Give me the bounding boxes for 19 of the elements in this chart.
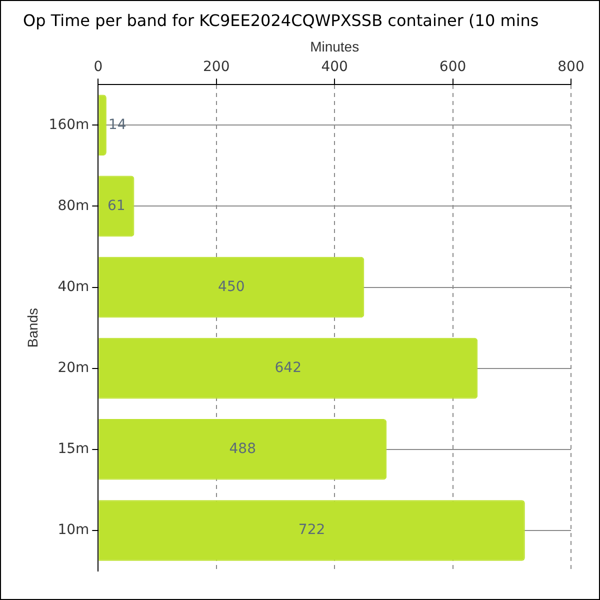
y-tick-label: 20m bbox=[58, 360, 90, 376]
chart-title: Op Time per band for KC9EE2024CQWPXSSB container (10 mins bbox=[23, 11, 539, 30]
y-tick-label: 80m bbox=[58, 198, 90, 214]
y-tick-label: 160m bbox=[48, 116, 90, 133]
x-tick-label: 200 bbox=[203, 58, 230, 75]
data-label: 61 bbox=[108, 198, 126, 214]
y-tick-label: 40m bbox=[58, 278, 90, 295]
y-tick-label: 15m bbox=[58, 441, 90, 458]
data-label: 450 bbox=[218, 278, 245, 295]
x-tick-label: 0 bbox=[94, 58, 103, 75]
x-tick-label: 800 bbox=[558, 58, 584, 75]
data-label: 488 bbox=[229, 441, 256, 458]
data-label: 642 bbox=[274, 360, 302, 376]
y-axis-title: Bands bbox=[24, 308, 40, 348]
x-tick-label: 400 bbox=[321, 58, 348, 75]
data-label: 722 bbox=[298, 522, 326, 538]
x-axis-title: Minutes bbox=[310, 38, 360, 54]
x-tick-label: 600 bbox=[439, 58, 466, 75]
y-tick-label: 10m bbox=[58, 522, 90, 538]
